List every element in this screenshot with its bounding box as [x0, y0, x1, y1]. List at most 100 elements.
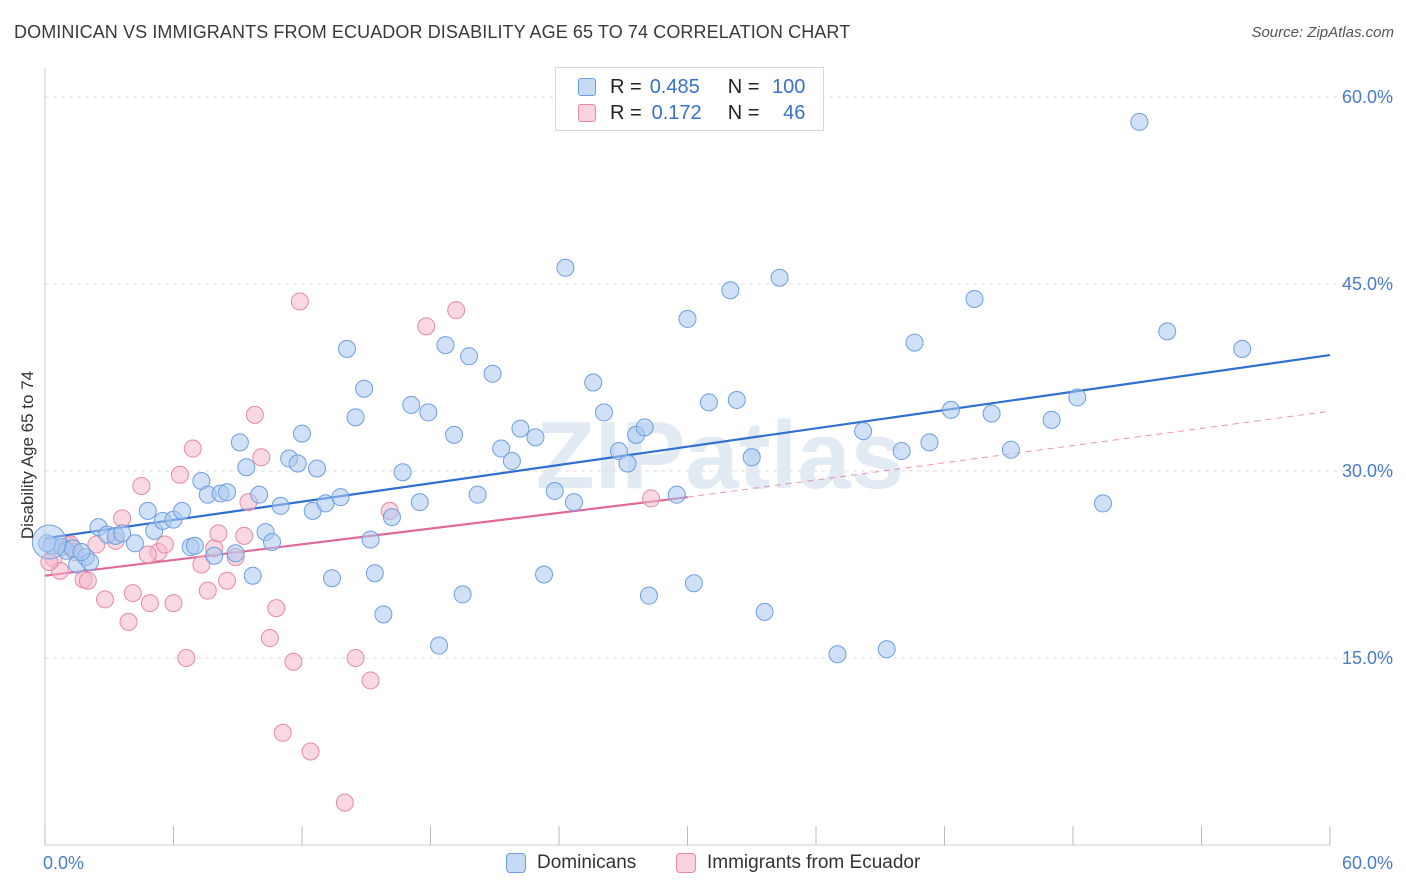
x-tick-label: 0.0%: [43, 853, 84, 873]
data-point-ecuador: [183, 439, 202, 458]
data-point-dominicans: [307, 459, 326, 478]
data-point-dominicans: [755, 602, 774, 621]
data-point-ecuador: [642, 489, 661, 508]
data-point-dominicans: [436, 336, 455, 355]
data-point-ecuador: [198, 581, 217, 600]
data-point-dominicans: [618, 454, 637, 473]
data-point-dominicans: [337, 339, 356, 358]
data-point-dominicans: [382, 508, 401, 527]
chart-title: DOMINICAN VS IMMIGRANTS FROM ECUADOR DIS…: [14, 22, 851, 42]
series-dominicans-points: [31, 112, 1252, 664]
data-point-dominicans: [920, 433, 939, 452]
data-point-dominicans: [1093, 494, 1112, 513]
legend-swatch-ecuador: [676, 853, 696, 873]
data-point-dominicans: [483, 364, 502, 383]
data-point-dominicans: [316, 494, 335, 513]
data-point-ecuador: [132, 476, 151, 495]
data-point-dominicans: [892, 442, 911, 461]
data-point-dominicans: [226, 544, 245, 563]
data-point-dominicans: [639, 586, 658, 605]
data-point-dominicans: [535, 565, 554, 584]
data-point-dominicans: [1130, 112, 1149, 131]
data-point-dominicans: [1068, 388, 1087, 407]
data-point-ecuador: [235, 526, 254, 545]
data-point-ecuador: [447, 301, 466, 320]
y-axis-label: Disability Age 65 to 74: [18, 371, 37, 539]
data-point-dominicans: [727, 390, 746, 409]
legend-swatch-dominicans: [506, 853, 526, 873]
data-point-dominicans: [609, 442, 628, 461]
data-point-dominicans: [1001, 440, 1020, 459]
data-point-ecuador: [138, 545, 157, 564]
data-point-dominicans: [982, 404, 1001, 423]
data-point-dominicans: [230, 433, 249, 452]
data-point-dominicans: [941, 400, 960, 419]
legend-r-value: 0.485: [649, 75, 700, 98]
legend-item-dominicans[interactable]: Dominicans: [506, 852, 636, 874]
data-point-ecuador: [335, 793, 354, 812]
legend-swatch-dominicans: [578, 78, 596, 96]
data-point-dominicans: [742, 448, 761, 467]
data-point-dominicans: [263, 533, 282, 552]
data-point-ecuador: [284, 652, 303, 671]
legend-row-dominicans: R = 0.485 N = 100: [578, 75, 805, 99]
data-point-dominicans: [185, 536, 204, 555]
data-point-ecuador: [113, 509, 132, 528]
data-point-ecuador: [78, 571, 97, 590]
legend-n-label: N =: [727, 75, 760, 98]
data-point-ecuador: [417, 317, 436, 336]
y-tick-label: 60.0%: [1342, 87, 1393, 107]
data-point-dominicans: [770, 268, 789, 287]
data-point-ecuador: [155, 535, 174, 554]
data-point-dominicans: [365, 564, 384, 583]
data-point-dominicans: [237, 458, 256, 477]
data-point-dominicans: [502, 452, 521, 471]
data-point-dominicans: [492, 439, 511, 458]
legend-label-ecuador: Immigrants from Ecuador: [707, 852, 921, 873]
data-point-dominicans: [556, 258, 575, 277]
data-point-ecuador: [273, 723, 292, 742]
x-tick-label: 60.0%: [1342, 853, 1393, 873]
data-point-dominicans: [1042, 410, 1061, 429]
legend-n-value: 46: [783, 101, 806, 124]
legend-label-dominicans: Dominicans: [537, 852, 637, 873]
data-point-dominicans: [288, 454, 307, 473]
legend-n-value: 100: [772, 75, 806, 98]
data-point-dominicans: [667, 485, 686, 504]
data-point-dominicans: [72, 543, 91, 562]
data-point-dominicans: [271, 496, 290, 515]
data-point-dominicans: [322, 569, 341, 588]
data-point-dominicans: [511, 419, 530, 438]
data-point-dominicans: [684, 574, 703, 593]
data-point-dominicans: [468, 485, 487, 504]
data-point-dominicans: [374, 605, 393, 624]
trendline-dominicans: [44, 353, 1331, 540]
data-point-dominicans: [460, 347, 479, 366]
data-point-ecuador: [140, 594, 159, 613]
data-point-dominicans: [526, 428, 545, 447]
data-point-dominicans: [445, 425, 464, 444]
data-point-dominicans: [678, 309, 697, 328]
data-point-ecuador: [260, 629, 279, 648]
data-point-dominicans: [331, 488, 350, 507]
data-point-dominicans: [564, 493, 583, 512]
legend-r-label: R =: [610, 101, 642, 124]
data-point-ecuador: [346, 649, 365, 667]
data-point-ecuador: [252, 448, 271, 467]
data-point-dominicans: [699, 393, 718, 412]
correlation-legend: R = 0.485 N = 100 R = 0.172 N = 46: [555, 67, 824, 131]
data-point-dominicans: [138, 501, 157, 520]
series-ecuador-points: [40, 292, 661, 812]
data-point-dominicans: [125, 534, 144, 553]
data-point-ecuador: [119, 612, 138, 631]
data-point-dominicans: [721, 281, 740, 300]
watermark: ZIPatlas: [536, 402, 904, 509]
data-point-dominicans: [905, 333, 924, 352]
legend-item-ecuador[interactable]: Immigrants from Ecuador: [676, 852, 920, 874]
legend-n-label: N =: [727, 101, 760, 124]
data-point-ecuador: [267, 599, 286, 618]
data-point-ecuador: [218, 571, 237, 590]
data-point-dominicans: [1233, 339, 1252, 358]
data-point-dominicans: [1158, 322, 1177, 341]
